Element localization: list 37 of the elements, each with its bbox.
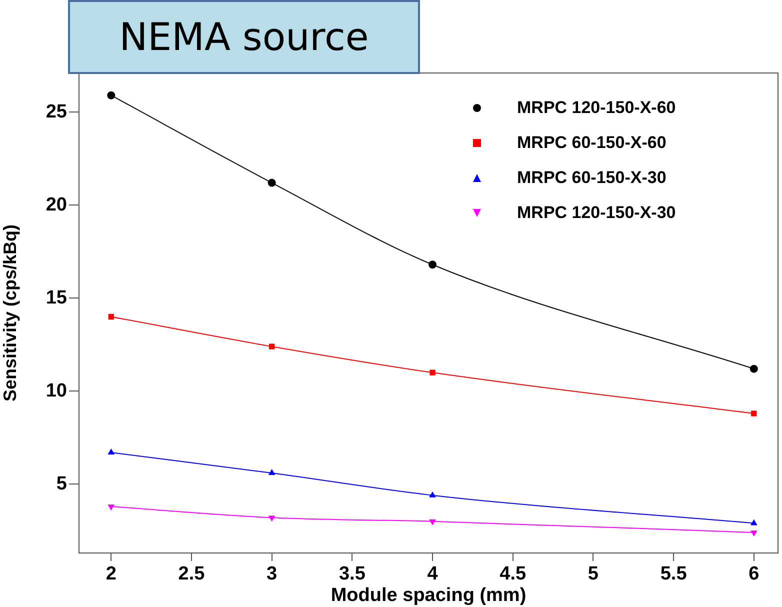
x-tick-label: 5 [588, 564, 599, 585]
point [268, 516, 276, 522]
point [268, 469, 276, 475]
point [269, 344, 275, 350]
y-tick-label: 20 [46, 194, 67, 216]
chart-title: NEMA source [68, 0, 420, 74]
x-tick-label: 6 [748, 564, 760, 585]
x-tick-label: 4 [427, 564, 438, 585]
y-axis-title: Sensitivity (cps/kBq) [0, 224, 20, 402]
point [108, 504, 115, 510]
point [429, 519, 436, 526]
x-tick-label: 2.5 [178, 564, 206, 585]
x-tick-label: 2 [106, 564, 116, 585]
point [750, 519, 758, 526]
point [428, 260, 437, 269]
x-tick-label: 3.5 [338, 564, 366, 585]
legend-label: MRPC 120-150-X-60 [517, 97, 676, 119]
y-tick-label: 10 [46, 380, 67, 402]
point [429, 491, 436, 498]
point [430, 370, 436, 376]
legend-label: MRPC 60-150-X-60 [517, 132, 666, 154]
x-tick-label: 3 [266, 564, 278, 585]
point [751, 410, 757, 416]
point [108, 448, 115, 455]
x-axis-title: Module spacing (mm) [330, 584, 526, 606]
point [750, 530, 758, 537]
legend-label: MRPC 120-150-X-30 [517, 202, 676, 224]
x-tick-label: 4.5 [500, 564, 526, 585]
y-tick-label: 15 [46, 287, 68, 308]
point [750, 364, 758, 373]
point [268, 178, 276, 187]
y-tick-label: 5 [56, 473, 68, 494]
point [108, 314, 114, 320]
point [107, 91, 116, 100]
legend-label: MRPC 60-150-X-30 [517, 167, 666, 189]
x-tick-label: 5.5 [660, 564, 688, 585]
y-tick-label: 25 [46, 101, 68, 122]
